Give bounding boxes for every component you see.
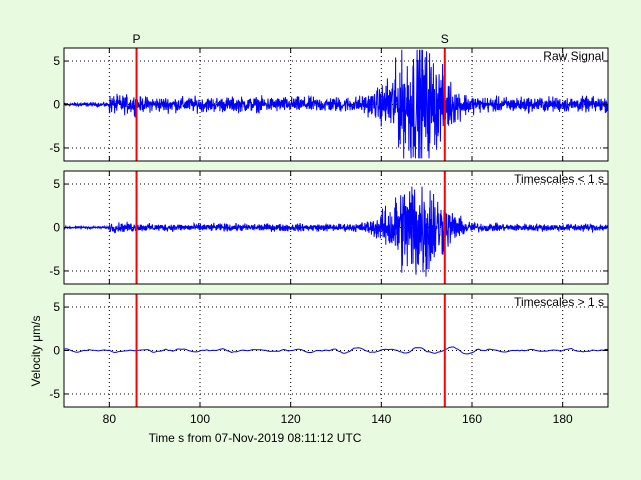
trace-line	[63, 186, 609, 277]
y-tick-label: 5	[53, 177, 60, 191]
y-tick-label: -5	[49, 264, 60, 278]
y-tick-label: -5	[49, 387, 60, 401]
x-tick-label: 160	[462, 412, 482, 426]
x-axis-label: Time s from 07-Nov-2019 08:11:12 UTC	[149, 431, 362, 445]
panel-title: Raw Signal	[543, 49, 604, 63]
y-tick-label: 5	[53, 300, 60, 314]
panel-3: 5 0 -5 Timescales > 1 s 80 100 120 140 160 180	[49, 293, 609, 426]
x-tick-label: 100	[190, 412, 210, 426]
panel-2: 5 0 -5 Timescales < 1 s	[49, 170, 609, 285]
y-tick-label: 0	[53, 344, 60, 358]
panel-1: 5 0 -5 Raw Signal	[49, 47, 609, 162]
panels: 5 0 -5 Raw Signal 5 0 -5 Timescales < 1 s 5 0 -5 Ti…	[49, 47, 609, 426]
pick-label-S: S	[441, 32, 449, 46]
trace-line	[63, 346, 609, 355]
x-tick-label: 80	[103, 412, 117, 426]
x-tick-label: 120	[281, 412, 301, 426]
trace-line	[63, 49, 609, 159]
x-tick-label: 180	[553, 412, 573, 426]
y-tick-label: -5	[49, 141, 60, 155]
y-tick-label: 0	[53, 98, 60, 112]
panel-title: Timescales > 1 s	[514, 295, 604, 309]
x-tick-label: 140	[371, 412, 391, 426]
y-tick-label: 5	[53, 54, 60, 68]
panel-title: Timescales < 1 s	[514, 172, 604, 186]
pick-label-P: P	[133, 32, 141, 46]
y-axis-label: Velocity μm/s	[29, 316, 43, 387]
y-tick-label: 0	[53, 221, 60, 235]
